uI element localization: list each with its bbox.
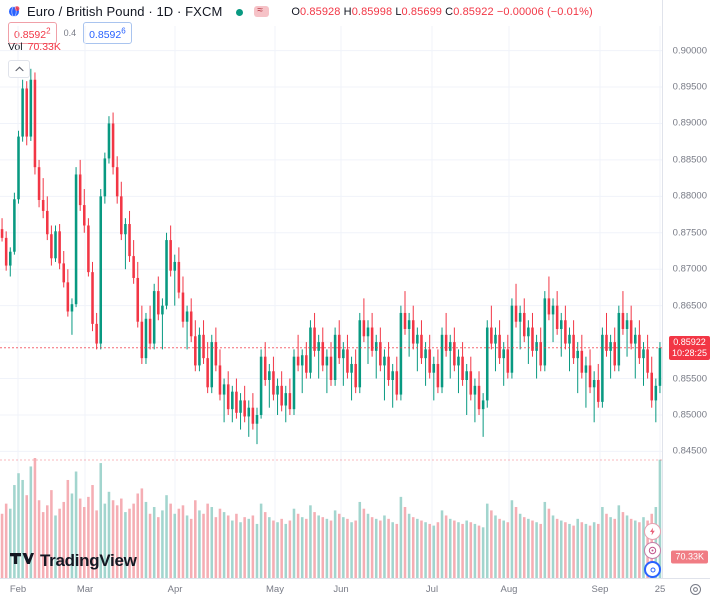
time-tick: Aug [500,584,518,595]
time-tick: Jul [425,584,439,595]
price-pill-right[interactable]: 0.85926 [83,22,132,44]
watermark-text: TradingView [40,551,137,570]
volume-tag: 70.33K [671,550,708,564]
price-tick: 0.86500 [672,300,707,312]
price-scale[interactable]: 0.90000 0.89500 0.89000 0.88500 0.88000 0.875… [662,0,710,578]
globe-icon [8,5,21,18]
ohlc-h-value: 0.85998 [351,5,393,18]
price-tick: 0.90000 [672,45,707,57]
ohlc-c-key: C [445,5,454,18]
volume-value: 70.33K [27,41,61,53]
time-tick: Jun [333,584,349,595]
chart-settings-icon[interactable] [689,583,702,596]
current-price-value: 0.85922 [673,337,706,348]
price-tick: 0.87000 [672,263,707,275]
price-pill-right-value: 0.85926 [89,26,126,41]
chart-plot-area[interactable] [0,26,662,578]
price-tick: 0.85000 [672,409,707,421]
candlestick-svg [0,26,662,578]
price-tick: 0.84500 [672,445,707,457]
time-scale[interactable]: Feb Mar Apr May Jun Jul Aug Sep 25 [0,578,710,600]
ohlc-o-key: O [291,5,301,18]
price-tick: 0.88000 [672,190,707,202]
indicator-icon[interactable] [254,4,270,17]
tradingview-logo-icon [10,550,34,572]
time-tick: Feb [9,584,27,595]
current-price-time: 10:28:25 [671,347,707,358]
chevron-up-icon[interactable] [8,60,30,78]
alert-icon[interactable] [644,542,661,559]
current-price-tag: 0.85922 10:28:25 [668,335,710,360]
candle-style-icon[interactable] [234,6,249,17]
ohlc-change: −0.00006 (−0.01%) [496,5,593,18]
time-tick: Apr [167,584,183,595]
time-tick: Mar [76,584,94,595]
time-tick: May [266,584,284,595]
ohlc-c-value: 0.85922 [453,5,494,18]
legend-badges [234,4,270,17]
price-tick: 0.85500 [672,373,707,385]
lightning-icon[interactable] [644,523,661,540]
floating-action-buttons [644,523,661,578]
crosshair-icon[interactable] [644,561,661,578]
chart-legend-primary: Euro / British Pound · 1D · FXCM O0.8592… [8,4,593,19]
tradingview-watermark: TradingView [10,550,137,572]
ohlc-l-key: L [395,5,402,18]
price-tick: 0.89000 [672,117,707,129]
ohlc-values: O0.85928 H0.85998 L0.85699 C0.85922 −0.0… [291,6,592,18]
price-tick: 0.89500 [672,81,707,93]
chart-legend-pills: 0.85922 0.4 0.85926 [8,22,132,44]
volume-label: Vol [8,41,23,53]
price-pill-left[interactable]: 0.85922 [8,22,57,44]
symbol-title[interactable]: Euro / British Pound · 1D · FXCM [27,4,223,19]
volume-legend[interactable]: Vol 70.33K [8,41,61,53]
price-pill-left-value: 0.85922 [14,26,51,41]
ohlc-l-value: 0.85699 [401,5,443,18]
time-tick: 25 [654,584,666,595]
price-tick: 0.87500 [672,227,707,239]
mid-value: 0.4 [63,27,77,38]
price-tick: 0.88500 [672,154,707,166]
ohlc-h-key: H [343,5,352,18]
time-tick: Sep [591,584,609,595]
ohlc-o-value: 0.85928 [300,5,341,18]
